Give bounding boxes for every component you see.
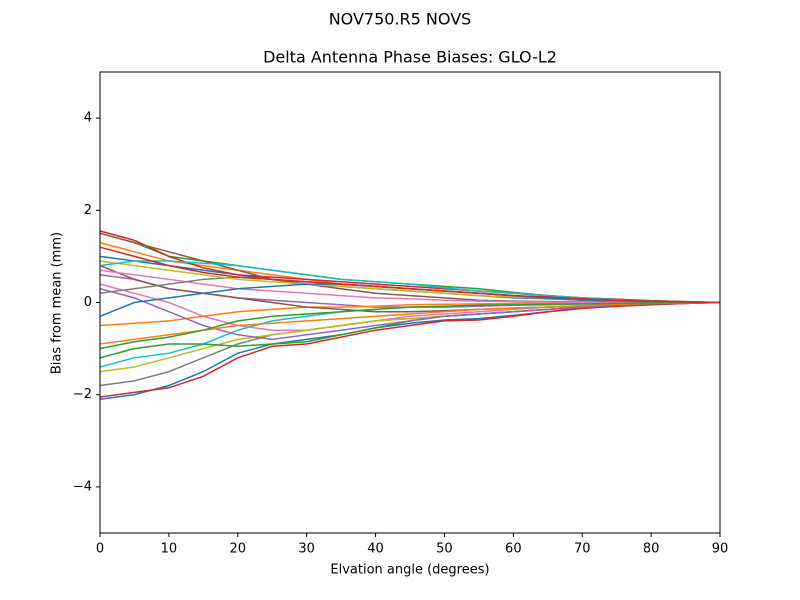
x-tick-label: 90 — [712, 542, 729, 557]
series-line — [99, 301, 720, 350]
series-line — [99, 269, 720, 304]
series-line — [99, 241, 721, 304]
x-tick-label: 80 — [643, 542, 660, 557]
chart-title: Delta Antenna Phase Biases: GLO-L2 — [263, 48, 557, 67]
y-axis-label: Bias from mean (mm) — [50, 232, 65, 374]
y-tick-label: 4 — [84, 111, 92, 126]
series-line — [99, 246, 721, 304]
plot-frame — [99, 71, 721, 534]
y-tick-label: 0 — [84, 295, 92, 310]
x-tick-label: 20 — [230, 542, 247, 557]
x-tick-label: 60 — [505, 542, 522, 557]
x-tick-label: 30 — [298, 542, 315, 557]
x-tick-label: 50 — [436, 542, 453, 557]
x-tick-label: 70 — [574, 542, 591, 557]
y-tick-label: −2 — [73, 387, 92, 402]
y-tick-label: 2 — [84, 203, 92, 218]
x-tick-label: 10 — [161, 542, 178, 557]
suptitle: NOV750.R5 NOVS — [329, 10, 472, 29]
series-line — [99, 301, 721, 398]
y-tick-label: −4 — [73, 479, 92, 494]
x-axis-label: Elvation angle (degrees) — [330, 563, 489, 578]
x-tick-label: 0 — [96, 542, 104, 557]
series-line — [99, 301, 721, 359]
x-tick-label: 40 — [367, 542, 384, 557]
